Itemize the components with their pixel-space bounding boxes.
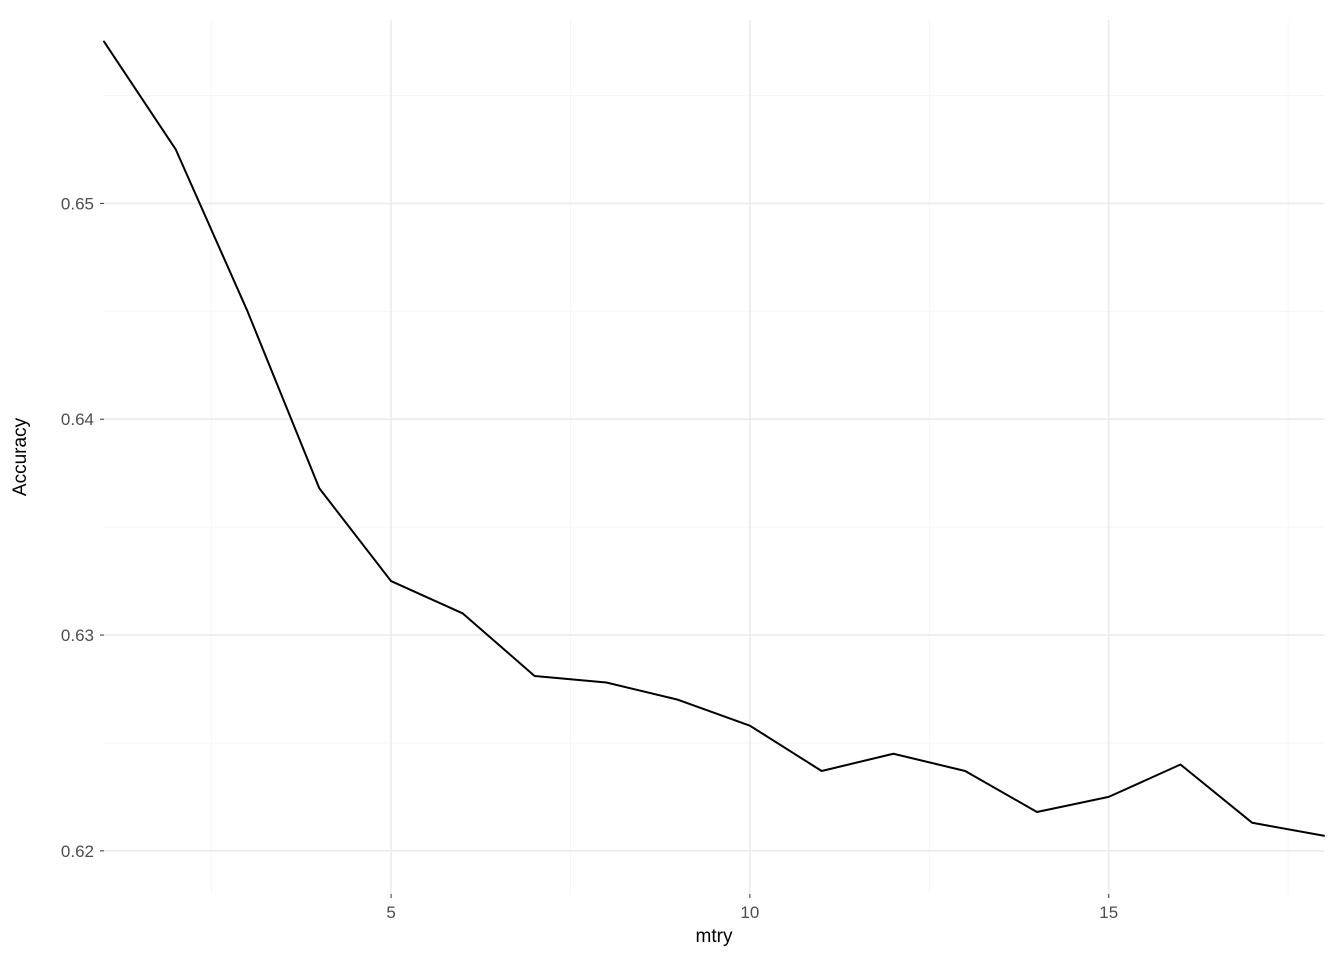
- y-tick-label: 0.64: [61, 410, 94, 429]
- x-axis-label: mtry: [696, 926, 733, 947]
- y-tick-label: 0.63: [61, 626, 94, 645]
- line-chart: 5 10 15 0.62 0.63 0.64 0.65 mtry Accuracy: [0, 0, 1344, 960]
- y-tick-label: 0.62: [61, 842, 94, 861]
- y-tick-label: 0.65: [61, 194, 94, 213]
- x-tick-label: 5: [386, 903, 395, 922]
- plot-panel: [104, 20, 1324, 894]
- y-axis-label: Accuracy: [10, 417, 31, 496]
- chart-svg: 5 10 15 0.62 0.63 0.64 0.65 mtry Accuracy: [0, 0, 1344, 960]
- x-tick-label: 15: [1099, 903, 1118, 922]
- x-tick-label: 10: [740, 903, 759, 922]
